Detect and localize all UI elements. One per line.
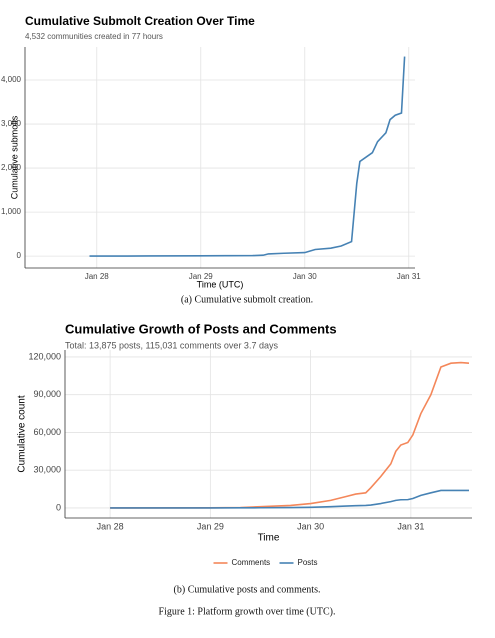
x-tick-label: Jan 31: [397, 521, 424, 531]
y-tick-label: 60,000: [33, 427, 61, 437]
y-tick-label: 2,000: [1, 163, 22, 172]
y-tick-label: 3,000: [1, 119, 22, 128]
y-tick-label: 0: [17, 251, 22, 260]
y-tick-label: 4,000: [1, 75, 22, 84]
x-tick-label: Jan 31: [397, 272, 422, 281]
y-tick-label: 30,000: [33, 465, 61, 475]
x-tick-label: Jan 29: [189, 272, 214, 281]
x-tick-label: Jan 29: [197, 521, 224, 531]
y-axis-label: Cumulative count: [17, 395, 28, 472]
y-tick-label: 120,000: [28, 351, 61, 361]
x-axis-label: Time: [258, 533, 280, 544]
x-tick-label: Jan 30: [293, 272, 318, 281]
caption: (a) Cumulative submolt creation.: [181, 294, 313, 305]
legend-label: Posts: [298, 558, 318, 567]
y-axis-label: Cumulative submolts: [9, 115, 19, 199]
y-tick-label: 90,000: [33, 389, 61, 399]
x-tick-label: Jan 28: [85, 272, 110, 281]
y-tick-label: 0: [56, 502, 61, 512]
line: [110, 361, 470, 509]
x-tick-label: Jan 28: [97, 521, 124, 531]
y-tick-label: 1,000: [1, 207, 22, 216]
legend-label: Comments: [232, 558, 271, 567]
line: [89, 56, 406, 257]
x-tick-label: Jan 30: [297, 521, 324, 531]
chart-subtitle: Total: 13,875 posts, 115,031 comments ov…: [65, 340, 278, 350]
caption: (b) Cumulative posts and comments.: [174, 584, 321, 595]
line: [110, 489, 469, 509]
figure-caption: Figure 1: Platform growth over time (UTC…: [159, 606, 336, 617]
chart-title: Cumulative Growth of Posts and Comments: [65, 321, 337, 336]
x-axis-label: Time (UTC): [197, 279, 244, 289]
chart-subtitle: 4,532 communities created in 77 hours: [25, 32, 163, 41]
chart-title: Cumulative Submolt Creation Over Time: [25, 14, 255, 28]
